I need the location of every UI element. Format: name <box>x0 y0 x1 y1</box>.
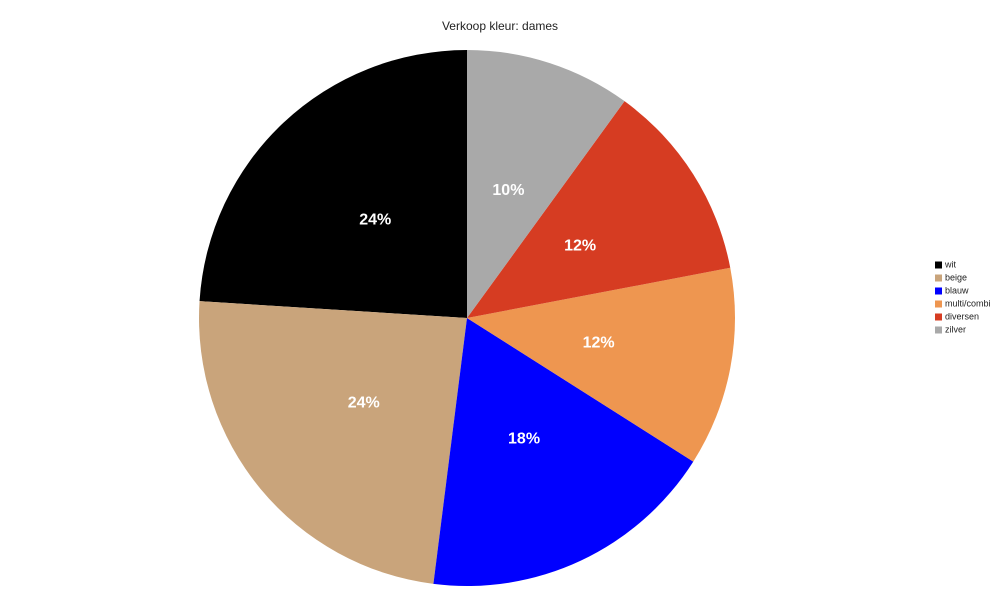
pie-slice <box>467 50 625 318</box>
legend-label: multi/combi <box>945 298 991 308</box>
legend-swatch <box>935 274 942 282</box>
legend-label: zilver <box>945 324 966 334</box>
legend-swatch <box>935 261 942 269</box>
pie-slice <box>433 318 694 586</box>
legend-label: blauw <box>945 285 969 295</box>
slice-label: 24% <box>348 395 380 412</box>
pie-slice <box>467 267 735 462</box>
legend-label: wit <box>944 259 956 269</box>
slice-label: 18% <box>508 430 540 447</box>
slice-label: 24% <box>359 212 391 229</box>
pie-slice <box>199 50 467 318</box>
legend-swatch <box>935 287 942 295</box>
pie-slice <box>467 101 731 319</box>
legend-swatch <box>935 313 942 321</box>
slice-label: 12% <box>564 237 596 254</box>
pie-slice <box>199 301 467 584</box>
slice-label: 12% <box>583 334 615 351</box>
legend-swatch <box>935 326 942 334</box>
legend-swatch <box>935 300 942 308</box>
legend-label: beige <box>945 272 967 282</box>
slice-label: 10% <box>492 182 524 199</box>
legend-label: diversen <box>945 311 979 321</box>
chart-title: Verkoop kleur: dames <box>442 19 558 33</box>
